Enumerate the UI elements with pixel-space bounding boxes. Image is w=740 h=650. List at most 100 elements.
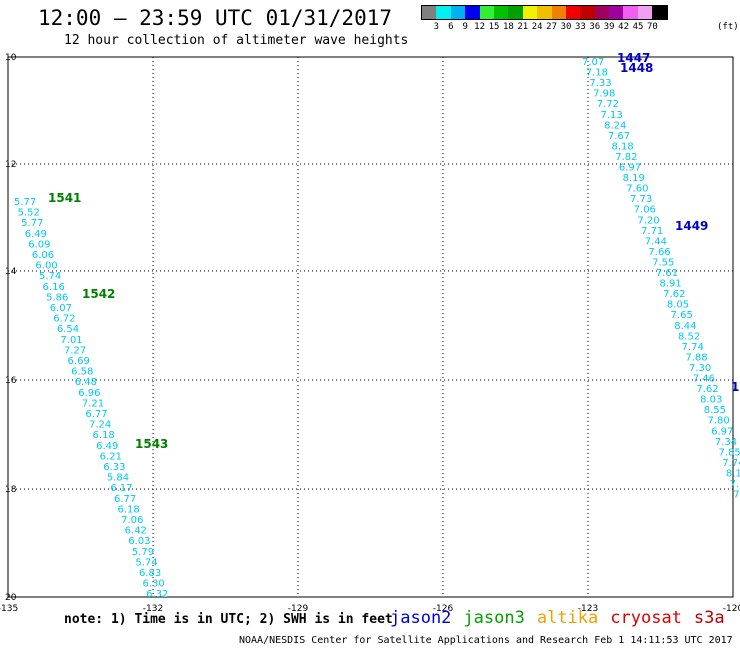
- wave-height-value: 7.20: [637, 215, 659, 226]
- wave-height-value: 6.97: [711, 426, 733, 437]
- wave-height-value: 6.00: [35, 261, 57, 272]
- legend-swatch: [422, 6, 437, 19]
- legend-tick-label: 15: [488, 22, 500, 32]
- wave-height-value: 8.52: [678, 331, 700, 342]
- legend-tick-label: 3: [433, 22, 440, 32]
- legend-swatch: [637, 6, 653, 19]
- wave-height-value: 5.77: [21, 218, 43, 229]
- wave-height-value: 7.18: [586, 68, 608, 79]
- wave-height-value: 8.44: [674, 321, 696, 332]
- longitude-label: -123: [578, 604, 598, 614]
- pass-time-label: 1: [731, 380, 739, 394]
- wave-height-value: 7.67: [608, 131, 630, 142]
- wave-height-value: 7.60: [626, 184, 648, 195]
- wave-height-value: 7.71: [641, 226, 663, 237]
- legend-swatch: [551, 6, 566, 19]
- wave-height-value: 7.33: [589, 78, 611, 89]
- legend-swatch: [450, 6, 466, 19]
- wave-height-value: 6.77: [114, 494, 136, 505]
- wave-height-value: 6.09: [28, 239, 50, 250]
- map-title: 12:00 – 23:59 UTC 01/31/2017: [38, 6, 393, 30]
- wave-height-value: 7.74: [682, 342, 704, 353]
- satellite-jason3: jason3: [463, 608, 525, 628]
- latitude-label: 16: [5, 376, 17, 386]
- wave-height-value: 6.83: [139, 568, 161, 579]
- wave-height-value: 6.17: [110, 483, 132, 494]
- wave-height-value: 7.73: [630, 194, 652, 205]
- wave-height-value: 7.30: [689, 363, 711, 374]
- longitude-label: -126: [433, 604, 454, 614]
- legend-swatch: [537, 6, 552, 19]
- wave-height-value: 6.49: [96, 441, 118, 452]
- wave-height-value: 7.46: [693, 374, 715, 385]
- legend-swatch: [594, 6, 610, 19]
- wave-height-value: 7.13: [600, 110, 622, 121]
- legend-tick-label: 21: [517, 22, 529, 32]
- wave-height-value: 7.82: [615, 152, 637, 163]
- wave-height-value: 7.01: [60, 335, 82, 346]
- wave-height-value: 6.42: [125, 526, 147, 537]
- pass-time-label: 1449: [675, 219, 708, 233]
- legend-tick-label: 70: [646, 22, 658, 32]
- legend-tick-label: 36: [589, 22, 601, 32]
- latitude-label: 18: [5, 485, 17, 495]
- legend-tick-label: 6: [448, 22, 454, 32]
- wave-height-value: 8.18: [612, 141, 634, 152]
- wave-height-value: 7.98: [593, 89, 615, 100]
- wave-height-value: 6.69: [68, 356, 90, 367]
- legend-tick-label: 39: [603, 22, 615, 32]
- legend-tick-label: 12: [474, 22, 486, 32]
- satellite-altika: altika: [536, 608, 599, 628]
- wave-height-value: 6.97: [619, 163, 641, 174]
- legend-tick-label: 24: [531, 22, 543, 32]
- wave-height-value: 6.18: [93, 430, 115, 441]
- legend-swatch: [508, 6, 523, 19]
- legend-swatch: [565, 6, 581, 19]
- wave-height-value: 5.52: [18, 208, 40, 219]
- wave-height-value: 5.77: [14, 197, 36, 208]
- wave-height-value: 8.24: [604, 120, 626, 131]
- wave-height-value: 7.74: [722, 458, 740, 469]
- pass-time-label: 1447: [617, 51, 650, 65]
- wave-height-value: 6.77: [85, 409, 107, 420]
- pass-time-label: 1448: [620, 61, 653, 75]
- legend-tick-label: 45: [632, 22, 644, 32]
- wave-height-value: 7.: [730, 479, 740, 490]
- wave-height-value: 8.03: [700, 395, 722, 406]
- wave-height-value: 7.44: [645, 236, 667, 247]
- wave-height-value: 8.05: [667, 300, 689, 311]
- satellite-jason2: jason2: [390, 608, 452, 628]
- units-note: note: 1) Time is in UTC; 2) SWH is in fe…: [64, 612, 393, 627]
- wave-height-value: 6.18: [118, 504, 140, 515]
- wave-height-value: 8.55: [704, 405, 726, 416]
- satellite-s3a: s3a: [693, 608, 725, 628]
- wave-height-value: 6.32: [146, 589, 168, 600]
- legend-swatch: [465, 6, 480, 19]
- wave-height-value: 6.07: [50, 303, 72, 314]
- longitude-label: -120: [723, 604, 740, 614]
- wave-height-value: 5.74: [135, 557, 157, 568]
- legend-swatch: [609, 6, 624, 19]
- wave-height-value: 5.86: [46, 292, 68, 303]
- map-subtitle: 12 hour collection of altimeter wave hei…: [64, 33, 409, 48]
- legend-swatch: [479, 6, 494, 19]
- wave-height-value: 7.62: [663, 289, 685, 300]
- latitude-label: 14: [5, 267, 17, 277]
- wave-height-value: 8.10: [726, 468, 740, 479]
- wave-height-value: 8.19: [623, 173, 645, 184]
- wave-height-value: 7.27: [64, 345, 86, 356]
- legend-tick-label: 42: [618, 22, 630, 32]
- latitude-label: 20: [5, 593, 17, 603]
- wave-height-value: 7.07: [582, 57, 604, 68]
- wave-height-value: 7.62: [696, 384, 718, 395]
- wave-height-value: 6.33: [103, 462, 125, 473]
- legend-tick-label: 27: [546, 22, 558, 32]
- legend-swatch: [522, 6, 538, 19]
- pass-time-label: 1541: [48, 191, 81, 205]
- wave-height-value: 7.34: [715, 437, 737, 448]
- wave-height-value: 7.61: [656, 268, 678, 279]
- wave-height-value: 6.49: [25, 229, 47, 240]
- longitude-label: -132: [143, 604, 163, 614]
